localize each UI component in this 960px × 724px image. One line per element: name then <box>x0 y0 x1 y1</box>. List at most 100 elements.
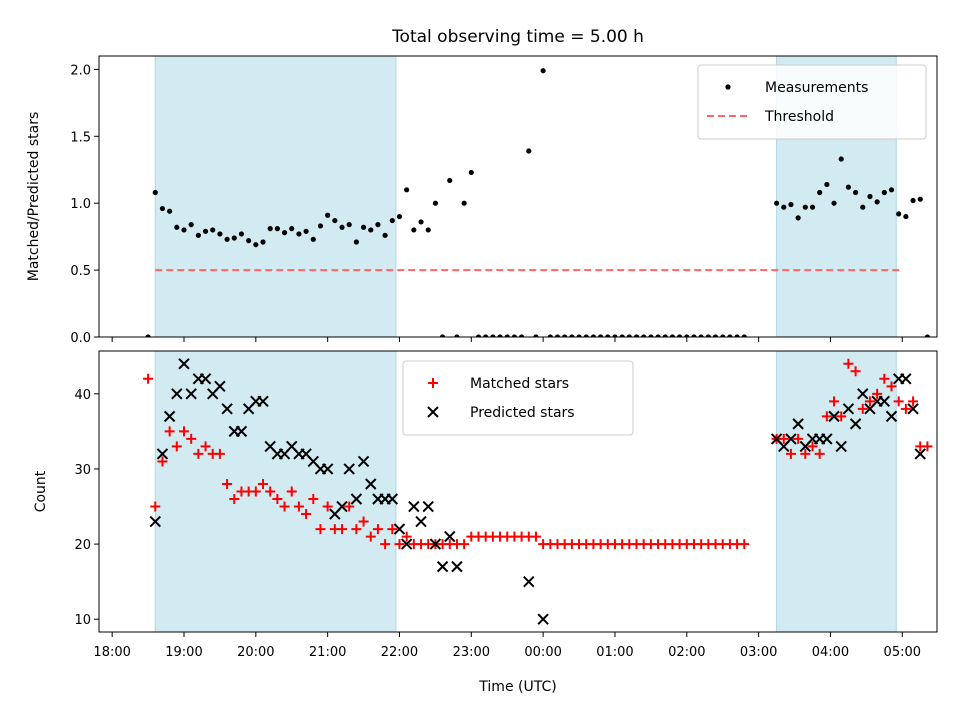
data-point <box>785 433 797 445</box>
y-axis-label: Matched/Predicted stars <box>26 112 42 282</box>
data-point <box>317 223 324 229</box>
data-point <box>633 334 640 337</box>
data-point <box>857 388 869 400</box>
data-point <box>662 334 668 337</box>
data-point <box>655 334 661 337</box>
data-point <box>598 334 604 337</box>
data-point <box>310 236 316 242</box>
data-point <box>903 213 909 220</box>
plot-area <box>143 351 933 632</box>
data-point <box>279 501 290 512</box>
data-point <box>436 560 449 573</box>
data-point <box>401 531 412 542</box>
data-point <box>741 334 747 337</box>
data-point <box>817 189 823 196</box>
data-point <box>800 448 811 459</box>
data-point <box>199 373 212 385</box>
y-tick-label: 2.0 <box>70 63 91 78</box>
data-point <box>193 448 204 459</box>
data-point <box>286 486 297 497</box>
data-point <box>619 334 625 337</box>
x-tick-label: 01:00 <box>596 645 633 660</box>
data-point <box>231 235 237 241</box>
data-point <box>451 560 463 573</box>
data-point <box>838 156 844 162</box>
data-point <box>174 224 180 230</box>
series-measurements <box>145 68 931 337</box>
data-point <box>222 478 233 489</box>
data-point <box>447 177 453 184</box>
data-point <box>143 373 154 384</box>
data-point <box>221 403 233 415</box>
legend-label: Threshold <box>764 109 834 125</box>
data-point <box>896 211 902 217</box>
data-point <box>214 448 225 459</box>
x-tick-label: 04:00 <box>812 645 849 660</box>
data-point <box>526 148 532 154</box>
data-point <box>677 334 683 337</box>
data-point <box>907 403 919 415</box>
data-point <box>843 358 854 369</box>
data-point <box>475 334 482 337</box>
data-point <box>265 486 276 497</box>
data-point <box>698 334 704 337</box>
axes-frame <box>98 350 938 633</box>
data-point <box>375 222 381 228</box>
data-point <box>908 396 919 407</box>
data-point <box>152 189 158 196</box>
data-point <box>267 226 273 232</box>
data-point <box>850 366 861 377</box>
legend-label: Matched stars <box>470 376 569 392</box>
y-tick-label: 20 <box>74 538 91 553</box>
data-point <box>483 334 489 337</box>
data-point <box>924 334 931 337</box>
data-point <box>852 189 859 196</box>
data-point <box>281 230 288 236</box>
data-point <box>792 418 804 430</box>
data-point <box>739 539 750 550</box>
data-point <box>612 334 618 337</box>
data-point <box>156 448 169 460</box>
data-point <box>229 494 240 505</box>
data-point <box>332 217 338 224</box>
data-point <box>365 531 376 542</box>
data-point <box>429 538 442 550</box>
data-point <box>400 538 413 550</box>
x-axis-label: Time (UTC) <box>478 679 556 695</box>
data-point <box>842 403 855 415</box>
data-point <box>814 448 825 459</box>
data-point <box>360 224 367 230</box>
data-point <box>145 334 151 337</box>
data-point <box>605 334 611 337</box>
data-point <box>530 531 541 542</box>
data-point <box>857 403 868 414</box>
data-point <box>720 334 726 337</box>
y-tick-label: 30 <box>74 463 91 478</box>
data-point <box>308 494 319 505</box>
series-matched-stars <box>143 358 933 550</box>
data-point <box>337 524 348 535</box>
data-point <box>178 358 190 370</box>
data-point <box>504 334 510 337</box>
data-point <box>321 463 334 475</box>
data-point <box>157 456 168 467</box>
data-point <box>235 425 248 438</box>
data-point <box>523 575 535 588</box>
data-point <box>202 228 209 234</box>
data-point <box>885 410 898 423</box>
data-point <box>185 388 197 400</box>
data-point <box>712 334 719 337</box>
data-point <box>422 500 434 513</box>
y-tick-label: 10 <box>74 613 91 628</box>
data-point <box>351 524 362 535</box>
data-point <box>368 227 374 233</box>
data-point <box>824 181 830 188</box>
data-point <box>171 388 183 400</box>
legend-marker <box>428 378 438 388</box>
data-point <box>195 232 201 238</box>
data-point <box>387 524 398 535</box>
data-point <box>372 524 383 535</box>
data-point <box>641 334 647 337</box>
data-point <box>835 440 847 453</box>
